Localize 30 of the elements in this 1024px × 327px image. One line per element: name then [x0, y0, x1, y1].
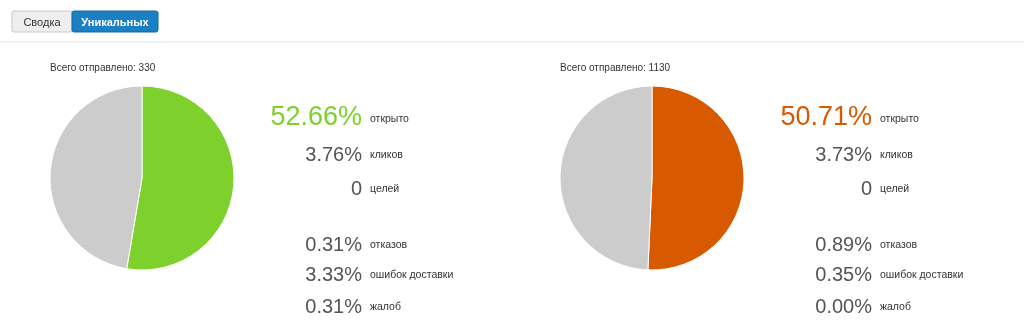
category-label: открыто — [880, 112, 920, 124]
category-label: отказов — [880, 238, 918, 250]
tab: Сводка — [11, 10, 73, 33]
text: 0.35% — [815, 263, 872, 285]
category-label: открыто — [370, 112, 410, 124]
chart-title: Всего отправлено: 330 — [50, 62, 156, 73]
chart-title: Всего отправлено: 1130 — [560, 62, 671, 73]
category-label: ошибок доставки — [370, 268, 454, 280]
category-label: жалоб — [880, 300, 911, 312]
text: 0.31% — [305, 233, 362, 255]
text: 0.89% — [815, 233, 872, 255]
text: 0 — [350, 177, 362, 199]
category-label: кликов — [880, 148, 914, 160]
category-label: кликов — [370, 148, 404, 160]
text: 3.33% — [305, 263, 362, 285]
text: 50.71% — [780, 101, 872, 131]
category-label: ошибок доставки — [880, 268, 964, 280]
text: 0 — [860, 177, 872, 199]
text: 0.00% — [815, 295, 872, 317]
category-label: Уникальных — [81, 15, 150, 28]
text: 52.66% — [270, 101, 362, 131]
category-label: целей — [370, 182, 400, 194]
text: 3.76% — [305, 143, 362, 165]
text: 0.31% — [305, 295, 362, 317]
category-label: целей — [880, 182, 910, 194]
category-label: Сводка — [23, 15, 62, 28]
active-tab: Уникальных — [71, 10, 159, 33]
category-label: отказов — [370, 238, 408, 250]
category-label: жалоб — [370, 300, 401, 312]
text: 3.73% — [815, 143, 872, 165]
